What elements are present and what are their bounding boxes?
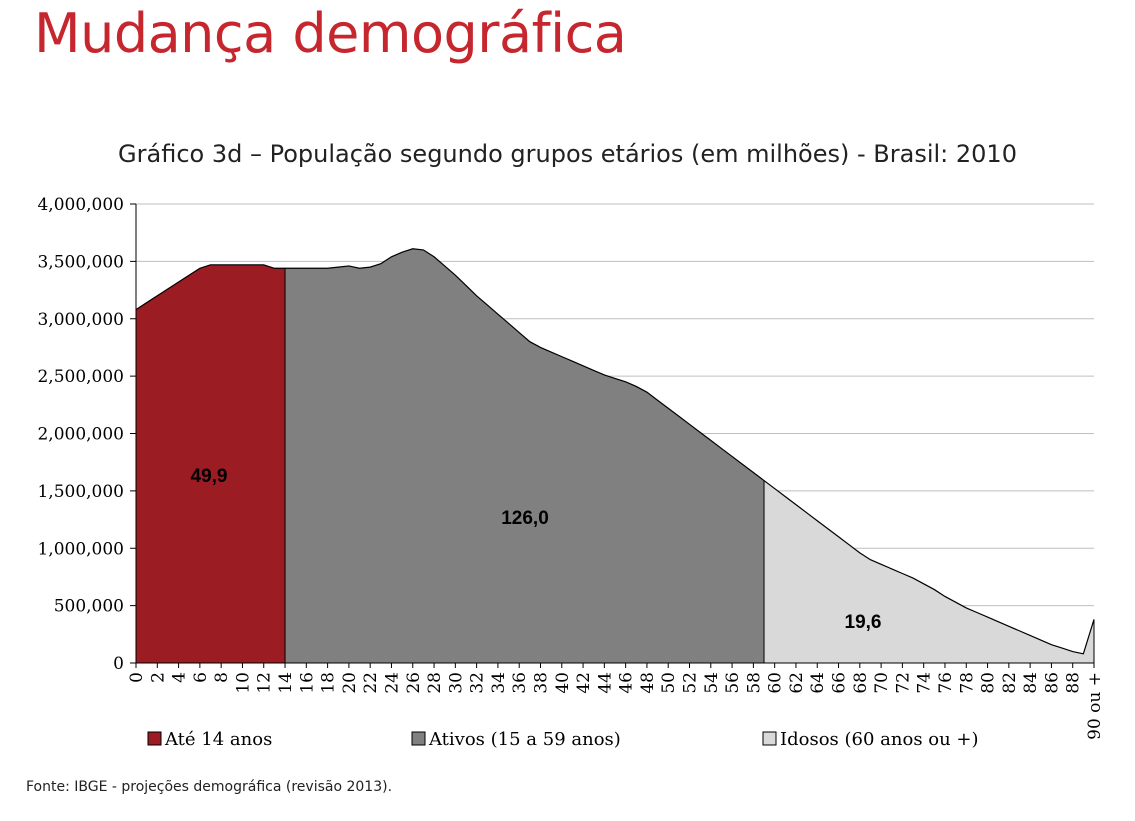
y-tick-label: 500,000 <box>54 597 124 617</box>
y-tick-label: 0 <box>113 654 124 674</box>
x-tick-label: 30 <box>446 672 466 694</box>
x-tick-label: 18 <box>319 672 339 694</box>
area-series <box>764 480 1094 663</box>
x-tick-label: 88 <box>1064 672 1084 694</box>
x-tick-label: 52 <box>681 672 701 694</box>
x-tick-label: 12 <box>255 672 275 694</box>
x-tick-label: 84 <box>1021 672 1041 694</box>
x-tick-label: 20 <box>340 672 360 694</box>
x-tick-label: 50 <box>659 672 679 694</box>
legend-item: Idosos (60 anos ou +) <box>762 729 979 750</box>
x-tick-label: 24 <box>382 672 402 694</box>
x-tick-label: 66 <box>830 672 850 694</box>
x-tick-label: 22 <box>361 672 381 694</box>
source-note: Fonte: IBGE - projeções demográfica (rev… <box>26 779 393 795</box>
x-tick-label: 8 <box>212 672 232 683</box>
x-tick-label: 82 <box>1000 672 1020 694</box>
x-tick-label: 48 <box>638 672 658 694</box>
legend-swatch <box>762 731 777 746</box>
x-tick-label: 68 <box>851 672 871 694</box>
legend-label: Idosos (60 anos ou +) <box>780 729 979 750</box>
x-tick-label: 54 <box>702 672 722 694</box>
x-tick-label: 14 <box>276 672 296 694</box>
group-total-label: 19,6 <box>845 612 882 633</box>
x-tick-label: 60 <box>766 672 786 694</box>
y-tick-label: 3,000,000 <box>37 310 124 330</box>
x-tick-label: 46 <box>617 672 637 694</box>
group-total-label: 126,0 <box>501 508 549 529</box>
x-tick-label: 34 <box>489 672 509 694</box>
population-outline <box>135 248 1095 655</box>
x-tick-label: 58 <box>744 672 764 694</box>
x-tick-label: 70 <box>872 672 892 694</box>
slide-title: Mudança demográfica <box>34 2 627 65</box>
x-tick-label: 78 <box>957 672 977 694</box>
x-tick-label: 90 ou + <box>1085 672 1105 740</box>
area-series <box>136 264 286 663</box>
x-tick-label: 74 <box>915 672 935 694</box>
legend-swatch <box>411 731 426 746</box>
x-tick-label: 44 <box>595 672 615 694</box>
legend-label: Até 14 anos <box>164 729 272 750</box>
x-tick-label: 42 <box>574 672 594 694</box>
x-tick-label: 0 <box>127 672 147 683</box>
legend-swatch <box>147 731 162 746</box>
x-tick-label: 6 <box>191 672 211 683</box>
x-tick-label: 4 <box>170 672 190 683</box>
x-tick-label: 32 <box>468 672 488 694</box>
area-series <box>285 248 765 663</box>
x-tick-label: 16 <box>297 672 317 694</box>
x-tick-label: 28 <box>425 672 445 694</box>
x-tick-label: 2 <box>148 672 168 683</box>
y-tick-label: 1,000,000 <box>37 539 124 559</box>
y-tick-label: 2,500,000 <box>37 367 124 387</box>
x-tick-label: 76 <box>936 672 956 694</box>
legend-item: Até 14 anos <box>147 729 272 750</box>
x-tick-label: 26 <box>404 672 424 694</box>
x-tick-label: 64 <box>808 672 828 694</box>
group-total-label: 49,9 <box>191 466 228 487</box>
x-tick-label: 36 <box>510 672 530 694</box>
x-tick-label: 10 <box>233 672 253 694</box>
x-tick-label: 80 <box>979 672 999 694</box>
y-tick-label: 1,500,000 <box>37 482 124 502</box>
chart-title: Gráfico 3d – População segundo grupos et… <box>118 140 1017 168</box>
y-tick-label: 4,000,000 <box>37 195 124 215</box>
x-tick-label: 56 <box>723 672 743 694</box>
x-tick-label: 86 <box>1042 672 1062 694</box>
legend-label: Ativos (15 a 59 anos) <box>428 729 621 750</box>
legend-item: Ativos (15 a 59 anos) <box>411 729 621 750</box>
x-tick-label: 72 <box>893 672 913 694</box>
x-tick-label: 38 <box>531 672 551 694</box>
y-tick-label: 2,000,000 <box>37 425 124 445</box>
x-tick-label: 40 <box>553 672 573 694</box>
y-tick-label: 3,500,000 <box>37 252 124 272</box>
x-tick-label: 62 <box>787 672 807 694</box>
